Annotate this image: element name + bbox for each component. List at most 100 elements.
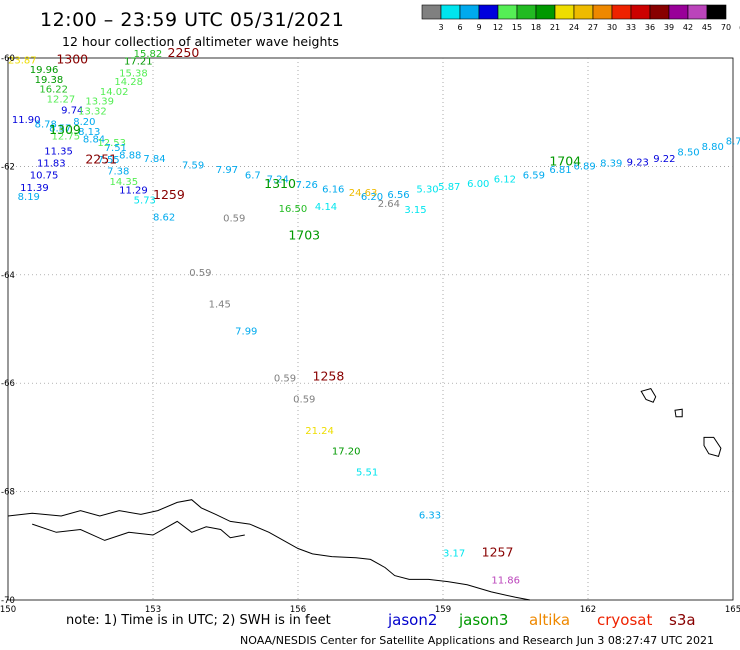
wave-height-label: 8.20 [73, 117, 95, 128]
wave-height-label: 23.87 [8, 55, 37, 66]
wave-height-label: 0.59 [189, 268, 211, 279]
colorbar-swatch [573, 4, 594, 20]
colorbar-label: 42 [683, 23, 693, 32]
colorbar-swatch [668, 4, 689, 20]
wave-height-label: 8.84 [83, 135, 105, 146]
wave-height-label: 9.22 [653, 154, 675, 165]
colorbar-label: 15 [512, 23, 522, 32]
colorbar-swatch [478, 4, 499, 20]
wave-height-label: 11.83 [37, 158, 66, 169]
x-tick-label: 162 [580, 605, 596, 615]
colorbar-label: 33 [626, 23, 636, 32]
coastline-main [7, 499, 531, 601]
wave-height-label: 7.59 [182, 161, 204, 172]
colorbar-swatch [516, 4, 537, 20]
y-tick-label: -68 [1, 488, 15, 498]
wave-height-label: 7.99 [235, 326, 257, 337]
wave-height-label: 6.56 [387, 190, 409, 201]
wave-height-label: 24.63 [349, 188, 378, 199]
colorbar-label: 21 [550, 23, 560, 32]
colorbar-swatch [611, 4, 632, 20]
wave-height-label: 9.74 [61, 105, 83, 116]
wave-height-label: 7.97 [216, 165, 238, 176]
wave-height-label: 8.80 [702, 142, 724, 153]
colorbar-swatch [630, 4, 651, 20]
wave-height-label: 6.33 [419, 511, 441, 522]
island-outline [640, 388, 657, 403]
colorbar-swatch [649, 4, 670, 20]
coastline-inlet [32, 520, 245, 541]
wave-height-label: 5.73 [134, 195, 156, 206]
footer-note: note: 1) Time is in UTC; 2) SWH is in fe… [66, 613, 331, 628]
chart-subtitle: 12 hour collection of altimeter wave hei… [62, 34, 339, 49]
time-stamp-label: 1300 [56, 51, 88, 66]
time-stamp-label: 1258 [313, 368, 345, 383]
wave-height-label: 16.22 [39, 85, 68, 96]
time-stamp-label: 1309 [49, 122, 81, 137]
wave-height-label: 6.7 [245, 170, 261, 181]
footer-credit: NOAA/NESDIS Center for Satellite Applica… [240, 634, 714, 647]
wave-height-label: 19.38 [35, 75, 64, 86]
wave-height-label: 8.78 [35, 119, 57, 130]
satellite-name: altika [529, 611, 570, 629]
wave-height-label: 7.55 [97, 155, 119, 166]
wave-height-label: 8.13 [78, 127, 100, 138]
wave-height-label: 6.00 [467, 179, 489, 190]
y-tick-label: -64 [1, 271, 15, 281]
wave-height-label: 8.76 [726, 137, 740, 148]
colorbar-swatch [535, 4, 556, 20]
wave-height-label: 6.20 [361, 192, 383, 203]
y-tick-label: -66 [1, 379, 15, 389]
wave-height-label: 8.19 [18, 192, 40, 203]
wave-height-label: 8.88 [119, 150, 141, 161]
wave-height-label: 14.28 [114, 77, 143, 88]
colorbar-swatch [497, 4, 518, 20]
colorbar-label: 39 [664, 23, 674, 32]
colorbar-label: 36 [645, 23, 655, 32]
wave-height-label: 6.16 [322, 184, 344, 195]
wave-height-label: 12.53 [97, 138, 126, 149]
wave-height-label: 13.39 [85, 97, 114, 108]
x-tick-label: 150 [0, 605, 16, 615]
wave-height-label: 5.51 [356, 467, 378, 478]
wave-height-label: 6.89 [574, 162, 596, 173]
colorbar-swatch [440, 4, 461, 20]
time-stamp-label: 1257 [482, 545, 514, 560]
satellite-legend: jason2 jason3 altika cryosat s3a [387, 611, 696, 629]
island-outline [703, 436, 722, 458]
wave-height-label: 14.35 [110, 177, 139, 188]
satellite-name: s3a [669, 611, 696, 629]
time-stamp-label: 2250 [168, 45, 200, 60]
chart-title: 12:00 – 23:59 UTC 05/31/2021 [40, 9, 344, 31]
satellite-name: jason3 [458, 611, 508, 629]
wave-height-label: 0.59 [293, 395, 315, 406]
y-tick-label: -62 [1, 162, 15, 172]
satellite-name: jason2 [387, 611, 437, 629]
wave-height-label: 11.35 [44, 146, 73, 157]
wave-height-label: 6.12 [494, 175, 516, 186]
colorbar-label: 70 [721, 23, 731, 32]
wave-height-label: 7.26 [296, 180, 318, 191]
y-axis-ticks: -60 -62 -64 -66 -68 -70 [1, 54, 15, 606]
colorbar-swatch [706, 4, 727, 20]
time-stamp-label: 1704 [549, 153, 581, 168]
wave-height-label: 16.50 [279, 204, 308, 215]
wave-height-label: 12.75 [52, 131, 81, 142]
wave-height-label: 10.75 [30, 170, 59, 181]
wave-height-label: 8.62 [153, 213, 175, 224]
wave-height-label: 6.81 [549, 165, 571, 176]
wave-height-label: 11.39 [20, 183, 49, 194]
wave-height-label: 5.87 [438, 182, 460, 193]
colorbar-swatch [592, 4, 613, 20]
wave-height-label: 15.38 [119, 68, 148, 79]
wave-height-label: 8.39 [600, 158, 622, 169]
x-tick-label: 153 [145, 605, 161, 615]
x-axis-ticks: 150 153 156 159 162 165 [0, 605, 740, 615]
x-tick-label: 159 [435, 605, 451, 615]
wave-height-label: 11.90 [12, 115, 41, 126]
wave-height-label: 0.59 [223, 214, 245, 225]
colorbar-label: 18 [531, 23, 541, 32]
